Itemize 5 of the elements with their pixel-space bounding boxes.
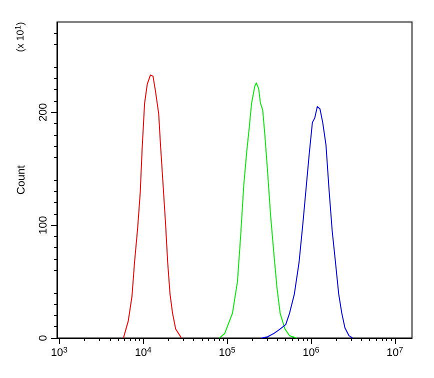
y-tick-label: 0 [38, 334, 50, 342]
y-tick-label: 100 [38, 216, 50, 234]
text: (x 101) [14, 22, 26, 52]
y-tick-label: 200 [38, 103, 50, 122]
y-axis-title: Count [16, 165, 28, 195]
